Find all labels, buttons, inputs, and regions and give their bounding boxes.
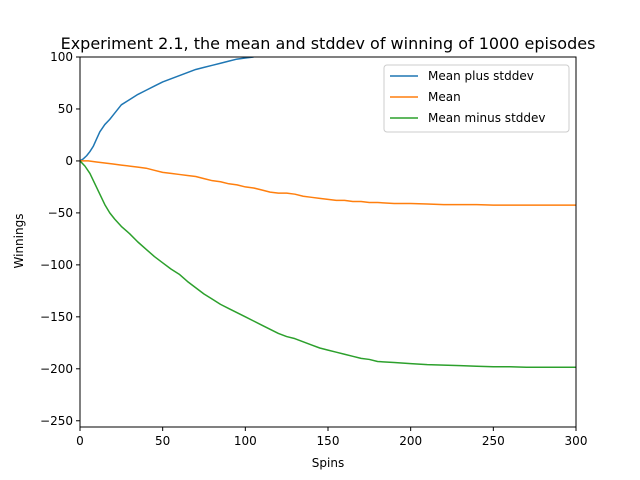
series-line-mean-minus-stddev [80,160,576,368]
x-tick-label: 150 [317,434,340,448]
x-tick-label: 250 [482,434,505,448]
legend-box [383,64,570,133]
y-tick-label: 100 [50,50,73,64]
x-tick-label: 100 [234,434,257,448]
y-tick-label: 50 [58,102,73,116]
x-axis-label: Spins [312,456,344,470]
series-lines [80,57,576,368]
legend-label-mean-plus-stddev: Mean plus stddev [428,69,534,83]
legend: Mean plus stddev Mean Mean minus stddev [383,64,570,133]
y-tick-label: −200 [40,362,73,376]
x-tick-label: 50 [155,434,170,448]
series-line-mean [80,160,576,206]
x-tick-label: 0 [76,434,84,448]
chart-title: Experiment 2.1, the mean and stddev of w… [61,34,596,53]
x-tick-label: 200 [399,434,422,448]
legend-label-mean-minus-stddev: Mean minus stddev [428,111,546,125]
series-line-mean-plus-stddev [80,57,254,162]
y-tick-label: 0 [65,154,73,168]
y-axis-label: Winnings [12,214,26,269]
axis-ticks: 0 50 100 150 200 250 300 100 50 0 −50 −100 −150 −200 −… [40,50,587,448]
plot-frame [79,56,577,428]
y-tick-label: −150 [40,310,73,324]
y-tick-label: −250 [40,414,73,428]
y-tick-label: −50 [48,206,73,220]
legend-label-mean: Mean [428,90,461,104]
x-tick-label: 300 [565,434,588,448]
y-tick-label: −100 [40,258,73,272]
